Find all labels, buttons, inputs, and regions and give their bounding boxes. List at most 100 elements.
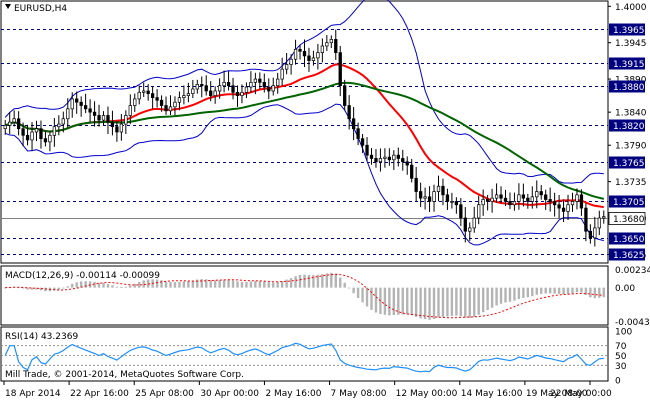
- candle: [115, 120, 119, 142]
- candle: [329, 35, 333, 49]
- candle: [164, 96, 168, 115]
- macd-pane[interactable]: MACD(12,26,9) -0.00114 -0.00099 0.00234 0…: [0, 265, 650, 328]
- symbol-label: EURUSD,H4: [14, 4, 67, 14]
- macd-bar: [321, 274, 324, 288]
- macd-bar: [44, 287, 47, 292]
- candle: [267, 78, 271, 100]
- current-price-label: 1.3680: [613, 215, 645, 225]
- macd-bar: [584, 287, 588, 295]
- candle: [477, 195, 481, 225]
- macd-bar: [312, 275, 315, 288]
- macd-bar: [414, 287, 418, 317]
- candle: [320, 38, 325, 63]
- macd-bar: [26, 287, 29, 290]
- macd-bar: [473, 287, 476, 318]
- macd-bar: [205, 279, 208, 288]
- candle: [128, 94, 132, 125]
- macd-bar: [21, 287, 25, 289]
- candle: [561, 199, 566, 223]
- macd-bar: [339, 277, 342, 288]
- candle: [39, 120, 43, 149]
- candle: [499, 186, 503, 204]
- current-price-tag: 1.3680: [608, 212, 646, 225]
- macd-bar: [495, 287, 498, 306]
- macd-tick-label: 0.00234: [615, 266, 650, 276]
- candle: [289, 54, 293, 75]
- candle: [401, 149, 405, 171]
- candle: [365, 137, 369, 161]
- macd-bar: [115, 286, 119, 288]
- macd-bar: [146, 279, 150, 288]
- macd-bar: [441, 287, 445, 317]
- candle: [423, 187, 427, 210]
- price-axis[interactable]: 1.40001.39451.38901.38401.37901.37351.36…: [608, 3, 647, 261]
- macd-bar: [544, 287, 547, 294]
- candle: [204, 75, 208, 96]
- macd-bar: [464, 287, 467, 318]
- candle: [146, 84, 150, 101]
- candle: [34, 120, 39, 142]
- candle: [481, 189, 485, 216]
- candle: [427, 186, 432, 213]
- macd-bar: [173, 282, 177, 288]
- macd-bar: [62, 287, 65, 289]
- rsi-label: RSI(14) 43.2369: [5, 332, 78, 342]
- candle: [150, 86, 155, 109]
- candle: [79, 96, 83, 117]
- time-axis[interactable]: 18 Apr 2014 22 Apr 16:00 25 Apr 08:00 30 Ap…: [3, 381, 612, 399]
- macd-bar: [522, 287, 525, 298]
- macd-bar: [57, 287, 61, 290]
- candle: [25, 124, 30, 146]
- macd-bar: [343, 282, 346, 288]
- candle: [539, 185, 543, 200]
- price-tick-label: 1.3790: [615, 142, 647, 152]
- candle: [526, 193, 530, 209]
- candle: [61, 111, 65, 133]
- macd-bar: [446, 287, 449, 317]
- macd-bar: [182, 281, 186, 288]
- macd-bar: [196, 279, 199, 288]
- level-price-label: 1.3705: [613, 198, 645, 208]
- time-tick-label: 22 Apr 16:00: [70, 389, 129, 399]
- candle: [392, 150, 396, 170]
- macd-bar: [428, 287, 431, 320]
- candle: [405, 156, 409, 175]
- macd-bar: [330, 272, 333, 288]
- candle: [106, 106, 110, 134]
- macd-bar: [526, 287, 530, 298]
- macd-bar: [294, 276, 297, 288]
- macd-bar: [508, 287, 512, 302]
- menu-triangle-icon[interactable]: [5, 4, 11, 9]
- macd-bar: [227, 279, 230, 288]
- macd-bar: [240, 281, 244, 288]
- candle: [276, 72, 280, 94]
- candle: [432, 184, 436, 212]
- price-tick-label: 1.3945: [615, 39, 647, 49]
- macd-bar: [263, 281, 266, 288]
- rsi-tick-label: 100: [615, 328, 632, 338]
- macd-bar: [531, 287, 534, 297]
- level-price-label: 1.3765: [613, 159, 645, 169]
- macd-bar: [370, 287, 373, 310]
- level-price-tag: 1.3650: [609, 232, 645, 245]
- candle: [387, 148, 392, 166]
- candle: [124, 110, 128, 135]
- macd-bar: [406, 287, 409, 315]
- candle: [186, 82, 191, 103]
- time-tick-label: 7 May 08:00: [331, 389, 387, 399]
- main-chart-pane[interactable]: EURUSD,H4: [0, 0, 609, 264]
- macd-bar: [499, 287, 503, 304]
- candle: [182, 85, 186, 105]
- macd-bar: [580, 287, 583, 293]
- macd-bar: [593, 287, 597, 299]
- macd-bar: [455, 287, 458, 316]
- time-tick-label: 25 Apr 08:00: [135, 389, 194, 399]
- macd-bar: [307, 274, 311, 288]
- candle: [325, 35, 329, 51]
- candle: [177, 91, 182, 111]
- candle: [459, 197, 463, 227]
- macd-bar: [589, 287, 592, 298]
- candle: [450, 192, 454, 209]
